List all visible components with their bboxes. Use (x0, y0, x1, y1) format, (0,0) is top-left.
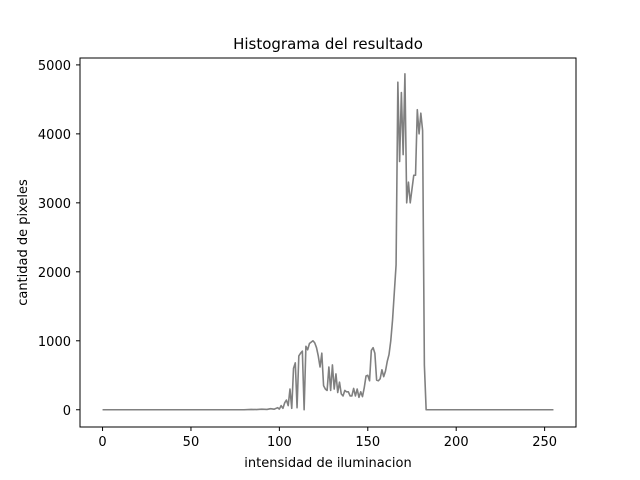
y-tick-label: 4000 (38, 128, 71, 143)
series-layer (102, 73, 554, 411)
chart-title: Histograma del resultado (233, 35, 423, 53)
histogram-series-line (102, 73, 554, 411)
y-axis-label: cantidad de pixeles (16, 179, 31, 306)
x-tick-label: 50 (183, 435, 200, 450)
x-tick-label: 100 (267, 435, 292, 450)
x-axis-ticks: 0 50 100 150 200 250 (98, 427, 557, 450)
x-tick-label: 250 (532, 435, 557, 450)
x-tick-label: 0 (98, 435, 106, 450)
y-tick-label: 1000 (38, 335, 71, 350)
x-tick-label: 200 (444, 435, 469, 450)
y-tick-label: 2000 (38, 266, 71, 281)
x-tick-label: 150 (355, 435, 380, 450)
plot-area (79, 57, 577, 428)
y-tick-label: 0 (63, 404, 71, 419)
y-tick-label: 3000 (38, 197, 71, 212)
x-axis-label: intensidad de iluminacion (244, 456, 411, 471)
y-tick-label: 5000 (38, 59, 71, 74)
y-axis-ticks: 0 1000 2000 3000 4000 5000 (38, 59, 80, 419)
